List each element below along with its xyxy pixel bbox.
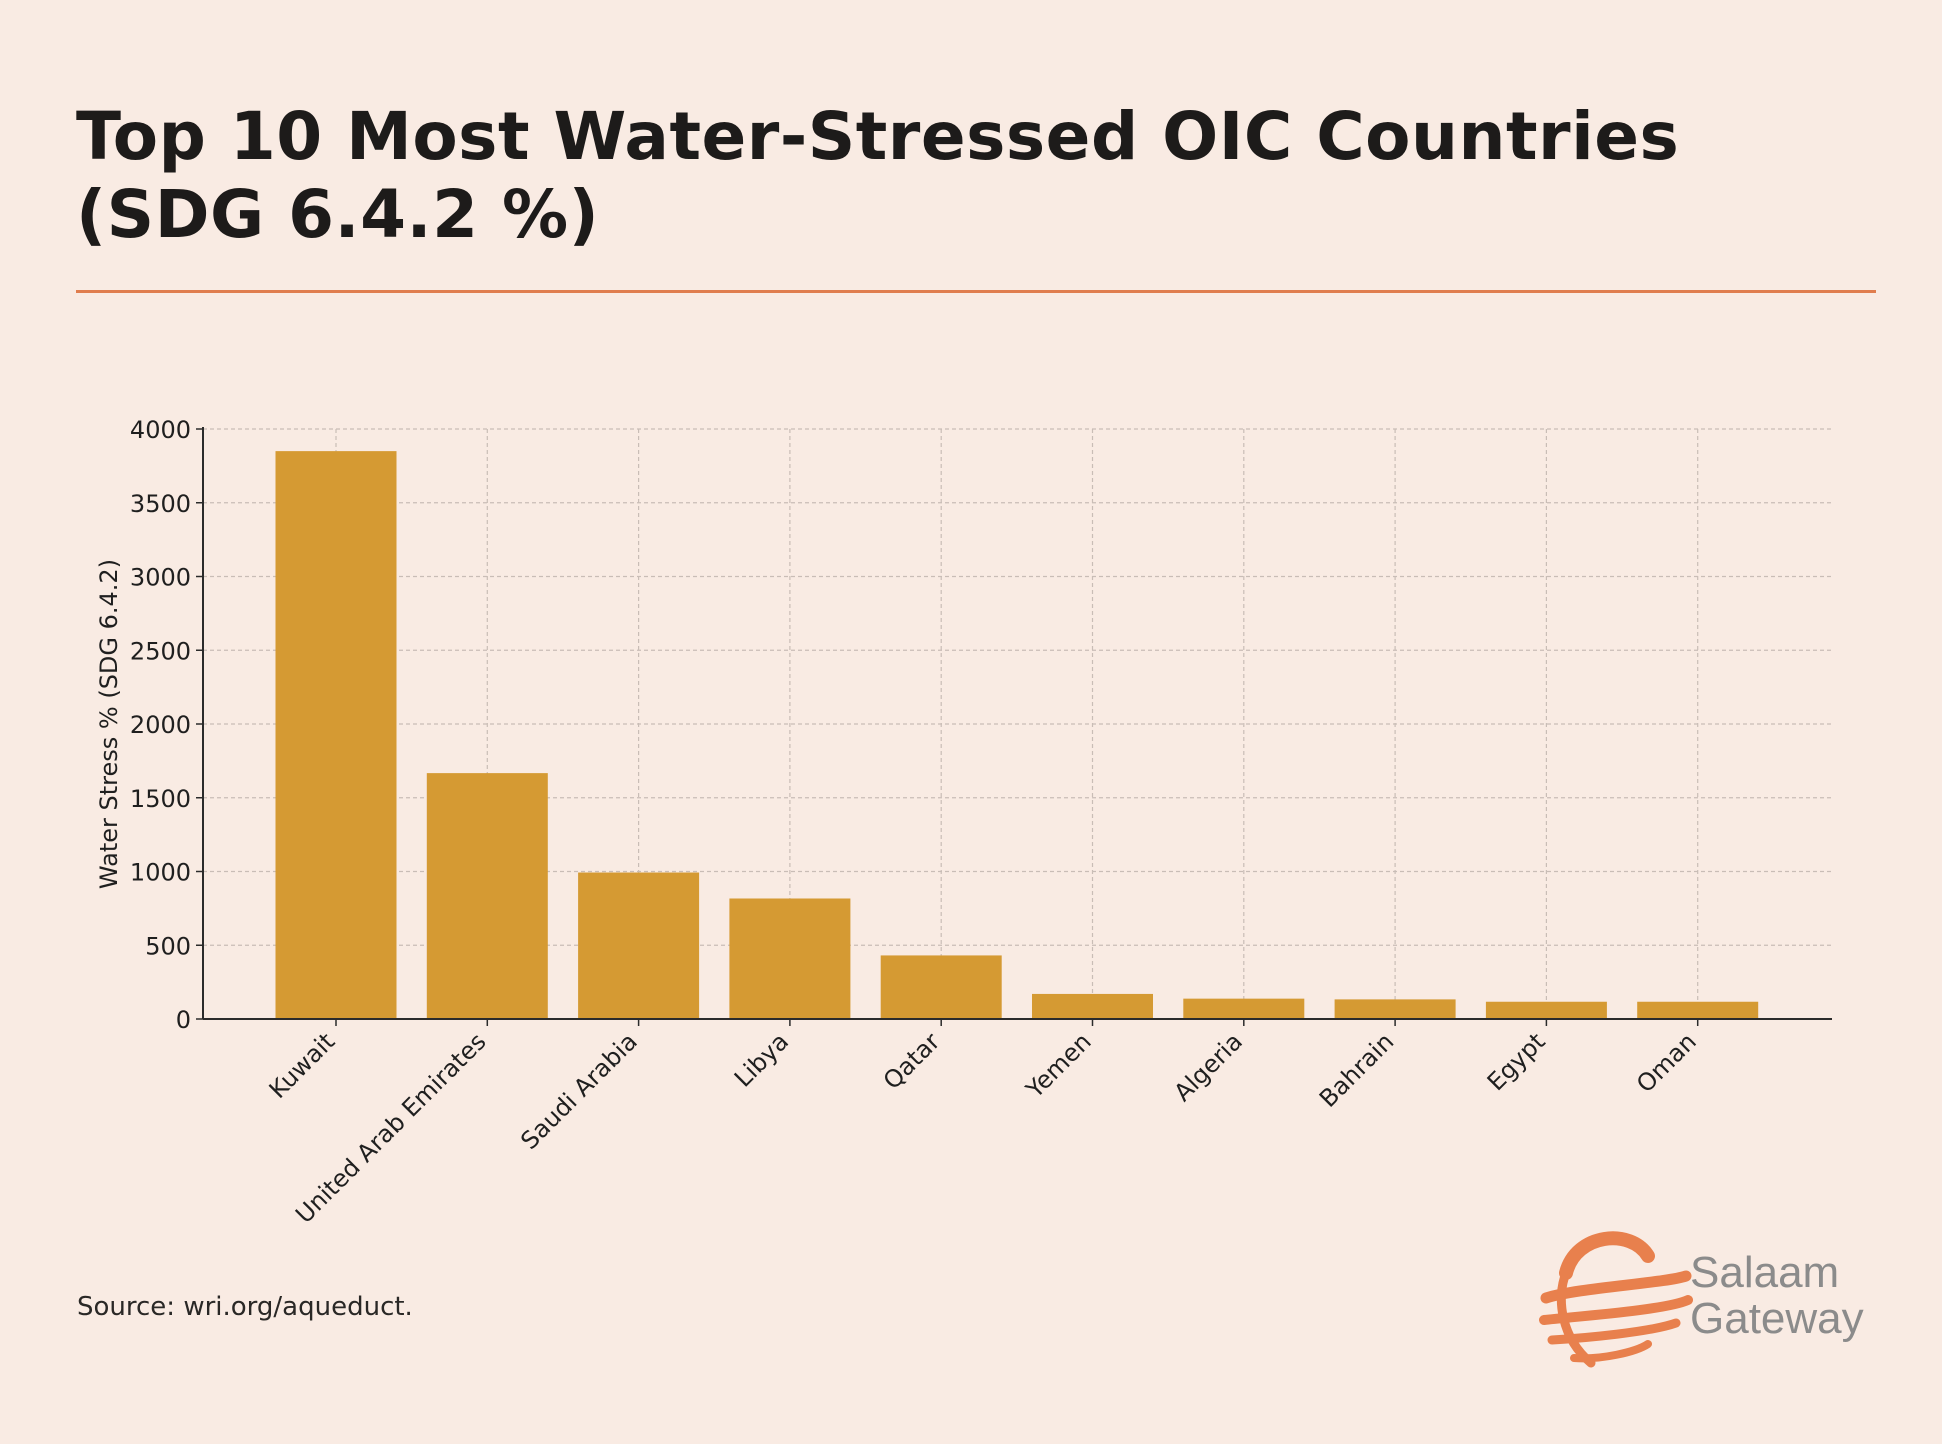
bar-united-arab-emirates [426, 773, 548, 1019]
x-tick-label: Kuwait [264, 1027, 340, 1103]
y-tick-label: 0 [176, 1006, 191, 1034]
x-tick-label: Oman [1631, 1027, 1702, 1098]
y-tick-label: 1500 [130, 785, 191, 813]
bar-libya [729, 898, 851, 1019]
chart-title-line-2: (SDG 6.4.2 %) [76, 176, 600, 253]
brand-name: Salaam Gateway [1690, 1250, 1864, 1342]
x-tick-label: Egypt [1482, 1027, 1551, 1096]
x-tick-label: Qatar [878, 1027, 946, 1095]
y-tick-label: 2500 [130, 637, 191, 665]
bar-bahrain [1334, 999, 1456, 1019]
globe-wing-logo-icon [1539, 1231, 1693, 1368]
brand-name-line-1: Salaam [1690, 1248, 1840, 1297]
y-tick-label: 3500 [130, 490, 191, 518]
bar-yemen [1032, 993, 1153, 1019]
chart-title-line-1: Top 10 Most Water-Stressed OIC Countries [76, 98, 1680, 175]
bar-saudi-arabia [578, 872, 700, 1019]
x-tick-label: Bahrain [1314, 1027, 1399, 1112]
bar-kuwait [275, 451, 397, 1019]
chart-title: Top 10 Most Water-Stressed OIC Countries… [76, 98, 1776, 254]
x-tick-label: Libya [729, 1027, 794, 1092]
x-tick-label: Yemen [1020, 1027, 1097, 1104]
source-note: Source: wri.org/aqueduct. [77, 1292, 413, 1322]
y-tick-label: 500 [145, 932, 191, 960]
brand-name-line-2: Gateway [1690, 1294, 1864, 1343]
y-tick-label: 2000 [130, 711, 191, 739]
title-divider [76, 290, 1876, 293]
x-tick-label: Algeria [1169, 1027, 1248, 1106]
y-axis-label: Water Stress % (SDG 6.4.2) [95, 559, 123, 889]
x-tick-label: Saudi Arabia [515, 1027, 642, 1154]
y-tick-label: 3000 [130, 564, 191, 592]
y-tick-label: 4000 [130, 416, 191, 444]
bar-egypt [1485, 1001, 1607, 1019]
bar-qatar [880, 955, 1002, 1019]
bar-algeria [1183, 998, 1305, 1019]
bar-oman [1637, 1001, 1759, 1019]
bar-chart: 05001000150020002500300035004000KuwaitUn… [95, 416, 1832, 1229]
y-tick-label: 1000 [130, 859, 191, 887]
